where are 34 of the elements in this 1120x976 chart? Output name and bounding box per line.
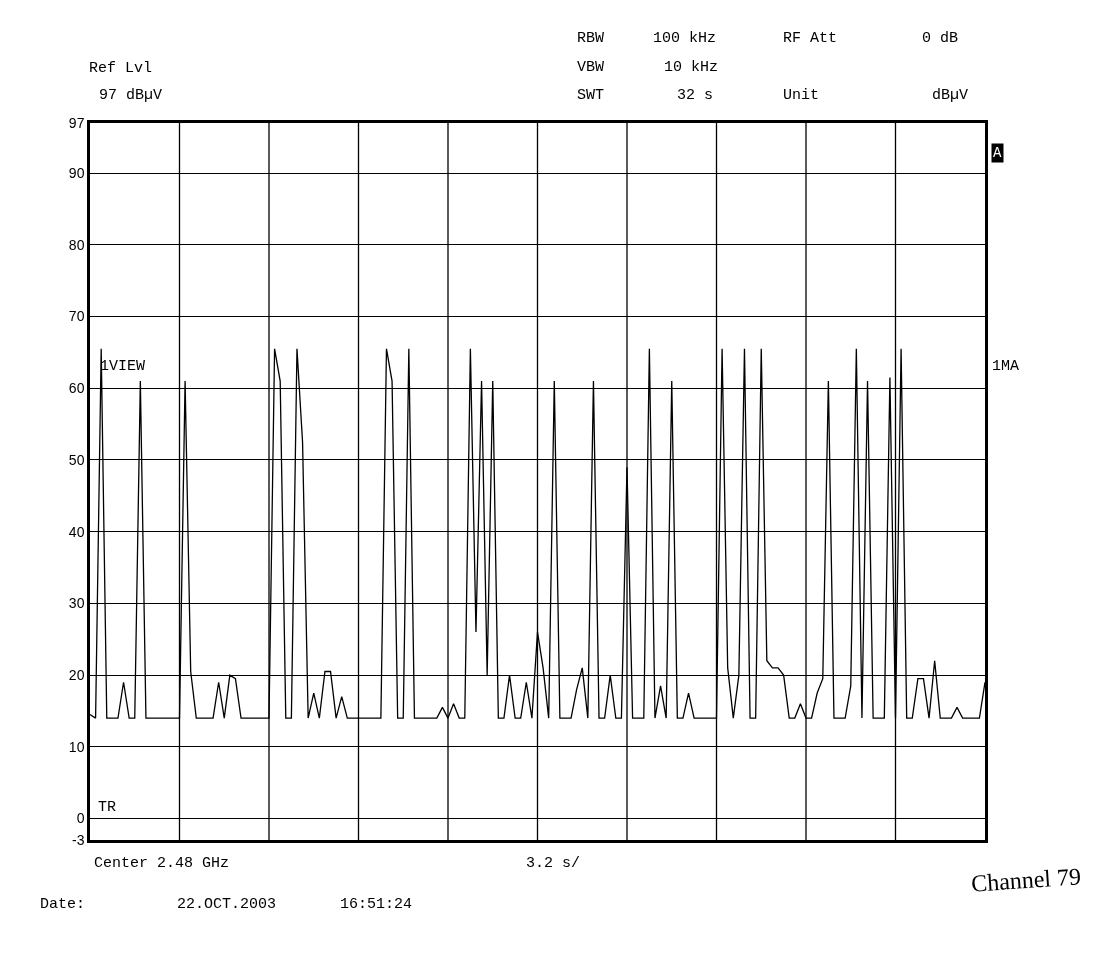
- y-tick-label: 50: [68, 451, 85, 468]
- text: 100 kHz: [653, 30, 717, 47]
- text: 10 kHz: [664, 59, 719, 76]
- text: RBW: [577, 30, 605, 47]
- annotation: TR: [98, 799, 117, 816]
- y-tick-label: 10: [68, 738, 85, 755]
- text: 32 s: [677, 87, 714, 104]
- y-tick-label: 90: [68, 165, 85, 182]
- text: Center 2.48 GHz: [94, 855, 230, 872]
- y-tick-label: 97: [68, 114, 85, 131]
- text: 3.2 s/: [526, 855, 581, 872]
- text: VBW: [577, 59, 605, 76]
- y-tick-label: 20: [68, 666, 85, 683]
- text: dBµV: [932, 87, 969, 104]
- y-tick-label: 60: [68, 380, 85, 397]
- y-tick-label: 0: [76, 810, 85, 827]
- y-tick-label: 40: [68, 523, 85, 540]
- text: SWT: [577, 87, 605, 104]
- text: 16:51:24: [340, 896, 413, 913]
- text: 22.OCT.2003: [177, 896, 277, 913]
- y-tick-label: 70: [68, 308, 85, 325]
- text: RF Att: [783, 30, 838, 47]
- text: 97 dBµV: [99, 87, 163, 104]
- annotation: 1VIEW: [100, 358, 146, 375]
- text: A: [993, 145, 1002, 161]
- text: Date:: [40, 896, 86, 913]
- y-tick-label: 80: [68, 236, 85, 253]
- text: Channel 79: [970, 863, 1082, 897]
- text: 0 dB: [922, 30, 959, 47]
- text: 1MA: [992, 358, 1020, 375]
- text: Unit: [783, 87, 820, 104]
- text: Ref Lvl: [89, 60, 153, 77]
- y-tick-label: 30: [68, 595, 85, 612]
- y-tick-label: -3: [72, 831, 85, 848]
